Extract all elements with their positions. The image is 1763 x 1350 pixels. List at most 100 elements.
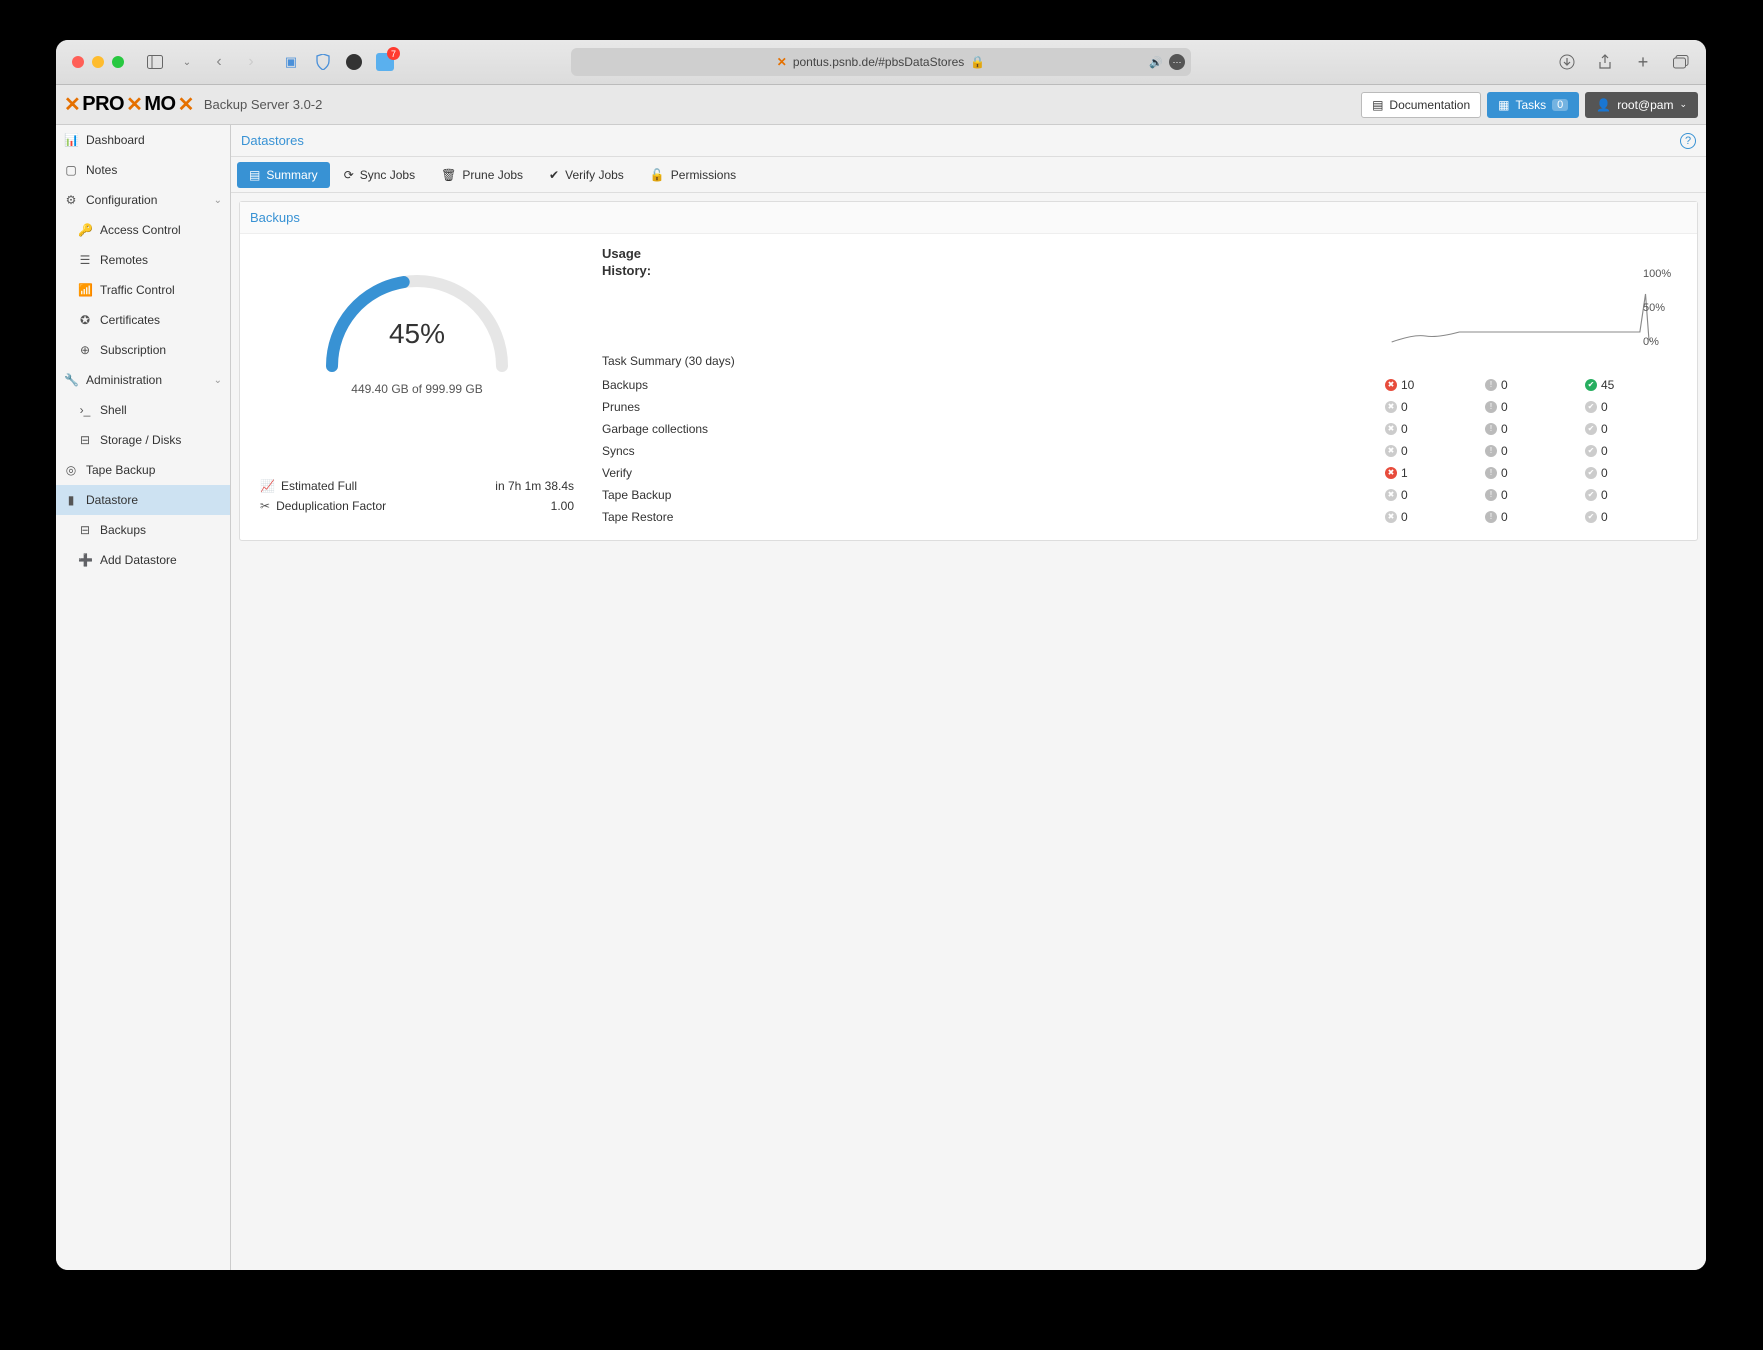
task-warn-count: 0 <box>1501 488 1508 502</box>
sidebar-item-storage-disks[interactable]: ⊟Storage / Disks <box>56 425 230 455</box>
sidebar-item-backups[interactable]: ⊟Backups <box>56 515 230 545</box>
chevron-down-icon[interactable]: ⌄ <box>178 53 196 71</box>
app-subtitle: Backup Server 3.0-2 <box>204 97 323 112</box>
task-row: Tape Backup✖0!0✔0 <box>602 484 1685 506</box>
user-menu-button[interactable]: 👤 root@pam ⌄ <box>1585 92 1698 118</box>
task-err-count: 1 <box>1401 466 1408 480</box>
sidebar-toggle-icon[interactable] <box>146 53 164 71</box>
shield-icon[interactable] <box>314 53 332 71</box>
toolbar-left-group: ⌄ ‹ › <box>146 53 260 71</box>
sidebar-item-datastore[interactable]: ▮Datastore <box>56 485 230 515</box>
app-body: 📊Dashboard ▢Notes ⚙Configuration⌄ 🔑Acces… <box>56 125 1706 1270</box>
task-warn-count: 0 <box>1501 400 1508 414</box>
task-ok-cell: ✔0 <box>1585 510 1685 524</box>
gauge-sub-label: 449.40 GB of 999.99 GB <box>252 382 582 396</box>
logo-x-left: ✕ <box>64 92 80 117</box>
ok-status-icon: ✔ <box>1585 445 1597 457</box>
task-ok-count: 0 <box>1601 510 1608 524</box>
refresh-icon: ⟳ <box>344 168 354 182</box>
tabs-overview-icon[interactable] <box>1672 53 1690 71</box>
tab-sync-jobs[interactable]: ⟳Sync Jobs <box>332 162 427 188</box>
task-ok-count: 45 <box>1601 378 1614 392</box>
new-tab-icon[interactable]: + <box>1634 53 1652 71</box>
maximize-window-button[interactable] <box>112 56 124 68</box>
usage-gauge: 45% <box>317 256 517 376</box>
tasks-label: Tasks <box>1515 98 1546 112</box>
ok-status-icon: ✔ <box>1585 401 1597 413</box>
extension-icon-1[interactable]: ▣ <box>282 53 300 71</box>
sidebar-label: Datastore <box>86 493 138 507</box>
task-summary-table: Backups✖10!0✔45Prunes✖0!0✔0Garbage colle… <box>602 374 1685 528</box>
warn-status-icon: ! <box>1485 467 1497 479</box>
sidebar-item-subscription[interactable]: ⊕Subscription <box>56 335 230 365</box>
sidebar-item-dashboard[interactable]: 📊Dashboard <box>56 125 230 155</box>
documentation-label: Documentation <box>1389 98 1470 112</box>
sidebar-item-tape-backup[interactable]: ◎Tape Backup <box>56 455 230 485</box>
forward-icon[interactable]: › <box>242 53 260 71</box>
task-err-cell: ✖0 <box>1385 488 1485 502</box>
warn-status-icon: ! <box>1485 489 1497 501</box>
database-icon: ⊟ <box>78 523 92 537</box>
content-area: Backups 45% 449.40 GB of 999.99 GB 📈Esti… <box>231 193 1706 549</box>
task-err-cell: ✖1 <box>1385 466 1485 480</box>
sidebar-label: Add Datastore <box>100 553 177 567</box>
task-name: Prunes <box>602 400 1385 414</box>
tab-summary[interactable]: ▤Summary <box>237 162 330 188</box>
back-icon[interactable]: ‹ <box>210 53 228 71</box>
minimize-window-button[interactable] <box>92 56 104 68</box>
documentation-button[interactable]: ▤ Documentation <box>1361 92 1481 118</box>
task-err-count: 10 <box>1401 378 1414 392</box>
extension-icon-4[interactable] <box>376 53 394 71</box>
task-err-cell: ✖0 <box>1385 400 1485 414</box>
sidebar-item-configuration[interactable]: ⚙Configuration⌄ <box>56 185 230 215</box>
task-err-cell: ✖0 <box>1385 510 1485 524</box>
help-icon[interactable]: ? <box>1680 133 1696 149</box>
task-row: Tape Restore✖0!0✔0 <box>602 506 1685 528</box>
sidebar-label: Traffic Control <box>100 283 175 297</box>
url-bar[interactable]: ✕ pontus.psnb.de/#pbsDataStores 🔒 🔊 ⋯ <box>571 48 1191 76</box>
task-name: Verify <box>602 466 1385 480</box>
task-warn-cell: !0 <box>1485 422 1585 436</box>
trash-icon: 🗑 <box>441 168 456 182</box>
yaxis-tick: 0% <box>1643 336 1685 348</box>
task-warn-count: 0 <box>1501 378 1508 392</box>
sidebar-item-certificates[interactable]: ✪Certificates <box>56 305 230 335</box>
key-icon: 🔑 <box>78 223 92 237</box>
task-row: Backups✖10!0✔45 <box>602 374 1685 396</box>
panel-title: Backups <box>240 202 1697 234</box>
sidebar-item-traffic-control[interactable]: 📶 Traffic Control <box>56 275 230 305</box>
deduplication-row: ✂Deduplication Factor 1.00 <box>252 496 582 516</box>
usage-history-chart: 100% 50% 0% <box>602 284 1685 344</box>
check-icon: ✔ <box>549 168 559 182</box>
tab-verify-jobs[interactable]: ✔Verify Jobs <box>537 162 636 188</box>
chevron-down-icon: ⌄ <box>214 375 222 386</box>
sidebar-item-notes[interactable]: ▢Notes <box>56 155 230 185</box>
sidebar-item-access-control[interactable]: 🔑Access Control <box>56 215 230 245</box>
sidebar-item-add-datastore[interactable]: ➕ Add Datastore <box>56 545 230 575</box>
plus-icon: ➕ <box>78 553 92 567</box>
usage-label-line2: History: <box>602 263 651 278</box>
task-ok-count: 0 <box>1601 400 1608 414</box>
download-icon[interactable] <box>1558 53 1576 71</box>
chart-line-icon: 📈 <box>260 479 275 493</box>
list-icon: ▦ <box>1498 98 1509 112</box>
main-content: Datastores ? ▤Summary ⟳Sync Jobs 🗑Prune … <box>231 125 1706 1270</box>
extension-icon-3[interactable] <box>346 54 362 70</box>
tab-permissions[interactable]: 🔓Permissions <box>638 162 748 188</box>
tab-prune-jobs[interactable]: 🗑 Prune Jobs <box>429 162 535 188</box>
reader-icon[interactable]: ⋯ <box>1169 54 1185 70</box>
sidebar-item-remotes[interactable]: ☰Remotes <box>56 245 230 275</box>
sidebar-item-administration[interactable]: 🔧Administration⌄ <box>56 365 230 395</box>
audio-icon[interactable]: 🔊 <box>1149 56 1163 69</box>
share-icon[interactable] <box>1596 53 1614 71</box>
browser-window: ⌄ ‹ › ▣ ✕ pontus.psnb.de/#pbsDataStores … <box>56 40 1706 1270</box>
close-window-button[interactable] <box>72 56 84 68</box>
support-icon: ⊕ <box>78 343 92 357</box>
sidebar-item-shell[interactable]: ›_Shell <box>56 395 230 425</box>
tabs: ▤Summary ⟳Sync Jobs 🗑 Prune Jobs ✔Verify … <box>231 157 1706 193</box>
task-err-count: 0 <box>1401 444 1408 458</box>
err-status-icon: ✖ <box>1385 489 1397 501</box>
tab-label: Prune Jobs <box>462 168 523 182</box>
signal-icon: 📶 <box>78 283 92 297</box>
tasks-button[interactable]: ▦ Tasks 0 <box>1487 92 1579 118</box>
